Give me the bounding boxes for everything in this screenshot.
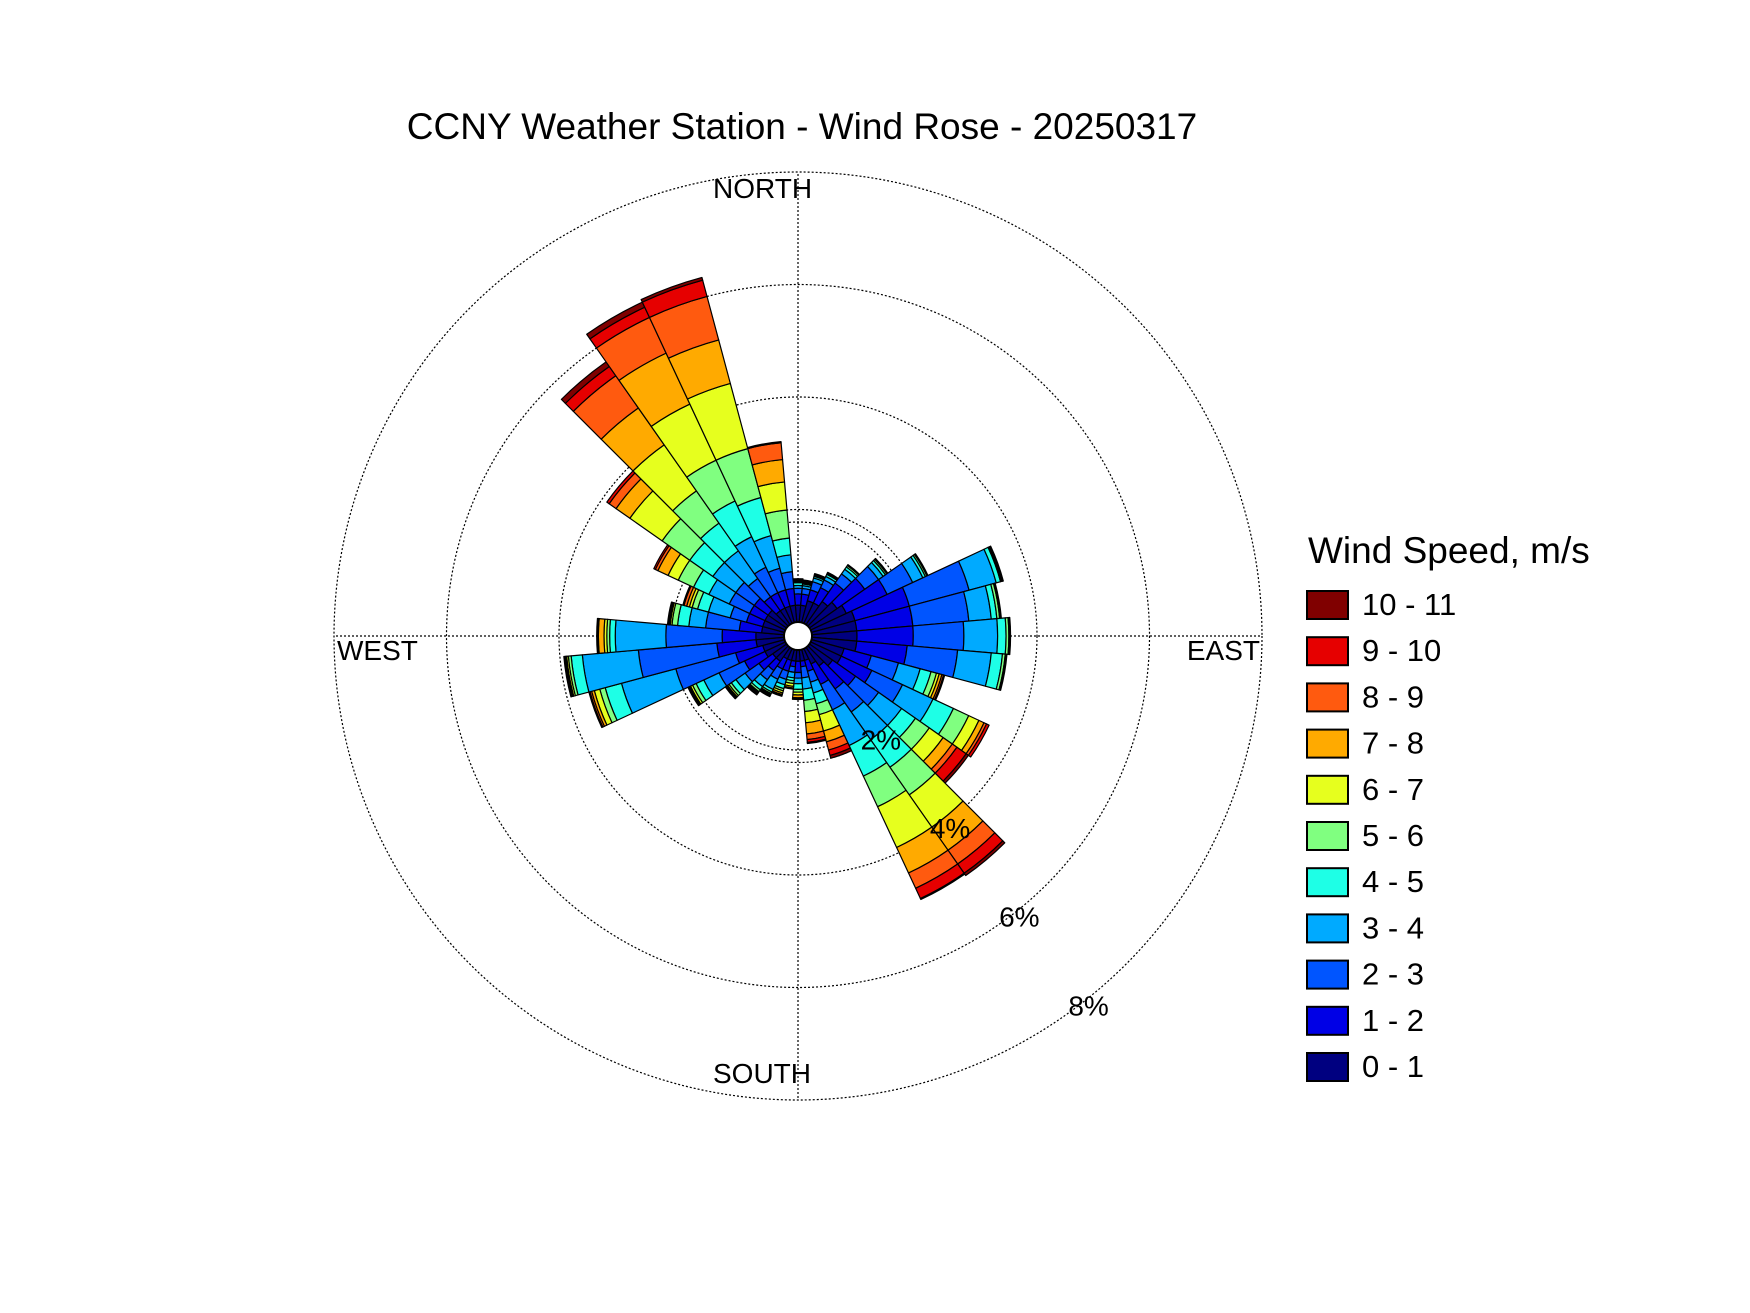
radial-tick-labels: 2% 4% 6% 8% [861, 724, 1109, 1021]
legend-label: 2 - 3 [1362, 957, 1424, 992]
legend-swatch [1306, 590, 1349, 620]
sector-140-bin-10 [963, 840, 1006, 877]
radial-tick-label-4: 4% [930, 813, 970, 844]
grid-ring [333, 171, 1263, 1101]
direction-label-west: WEST [337, 635, 418, 666]
sector-0-bin-9 [792, 578, 804, 581]
sector-180-bin-4 [792, 682, 804, 690]
legend-swatch [1306, 728, 1349, 759]
sector-100-bin-7 [999, 653, 1008, 691]
sector-90-bin-7 [1008, 616, 1012, 656]
legend-swatch [1306, 682, 1349, 713]
sector-180-bin-2 [793, 671, 803, 679]
legend-swatch [1306, 913, 1349, 944]
legend-label: 1 - 2 [1362, 1003, 1424, 1038]
direction-label-east: EAST [1187, 635, 1260, 666]
legend-swatch [1306, 1052, 1349, 1082]
legend-swatch [1306, 867, 1349, 898]
radial-tick-label-6: 6% [999, 902, 1039, 933]
sector-100-bin-3 [952, 649, 992, 687]
chart-title: CCNY Weather Station - Wind Rose - 20250… [407, 106, 1197, 147]
direction-label-south: SOUTH [713, 1058, 811, 1089]
grid-ring [558, 396, 1038, 876]
sector-350-bin-9 [746, 441, 782, 450]
sector-180-bin-9 [791, 698, 805, 701]
radial-tick-label-2: 2% [861, 724, 901, 755]
legend-title: Wind Speed, m/s [1308, 530, 1590, 571]
legend-label: 0 - 1 [1362, 1049, 1424, 1084]
sector-280-bin-9 [666, 601, 673, 626]
legend-label: 10 - 11 [1362, 587, 1456, 622]
legend-label: 7 - 8 [1362, 726, 1424, 761]
sector-90-bin-3 [962, 618, 999, 654]
sector-160-bin-10 [829, 747, 853, 759]
sector-180-bin-3 [793, 677, 803, 685]
legend-label: 4 - 5 [1362, 864, 1424, 899]
legend: Wind Speed, m/s 10 - 11 9 - 10 8 - 9 7 - 8 6 … [1306, 530, 1590, 1084]
legend-swatch [1306, 636, 1349, 667]
sector-120-bin-9 [967, 723, 990, 758]
legend-label: 5 - 6 [1362, 818, 1424, 853]
direction-label-north: NORTH [713, 173, 812, 204]
legend-swatch [1306, 1005, 1349, 1036]
sector-260-bin-9 [563, 655, 573, 698]
sector-150-bin-10 [919, 872, 966, 901]
legend-label: 6 - 7 [1362, 772, 1424, 807]
legend-label: 8 - 9 [1362, 679, 1424, 714]
wind-sectors [560, 276, 1012, 901]
sector-340-bin-10 [640, 276, 704, 303]
sector-0-bin-2 [793, 587, 803, 595]
sector-270-bin-3 [614, 619, 667, 653]
legend-swatch [1306, 821, 1349, 851]
legend-label: 3 - 4 [1362, 910, 1424, 945]
sector-70-bin-7 [989, 545, 1004, 582]
sector-270-bin-9 [596, 617, 599, 655]
radial-tick-label-8: 8% [1068, 990, 1108, 1021]
legend-label: 9 - 10 [1362, 633, 1441, 668]
sector-90-bin-4 [996, 617, 1007, 655]
legend-swatch [1306, 959, 1349, 990]
center-hub [783, 621, 813, 651]
grid-ring [445, 283, 1151, 989]
legend-swatch [1306, 774, 1349, 805]
sector-170-bin-10 [806, 738, 827, 745]
